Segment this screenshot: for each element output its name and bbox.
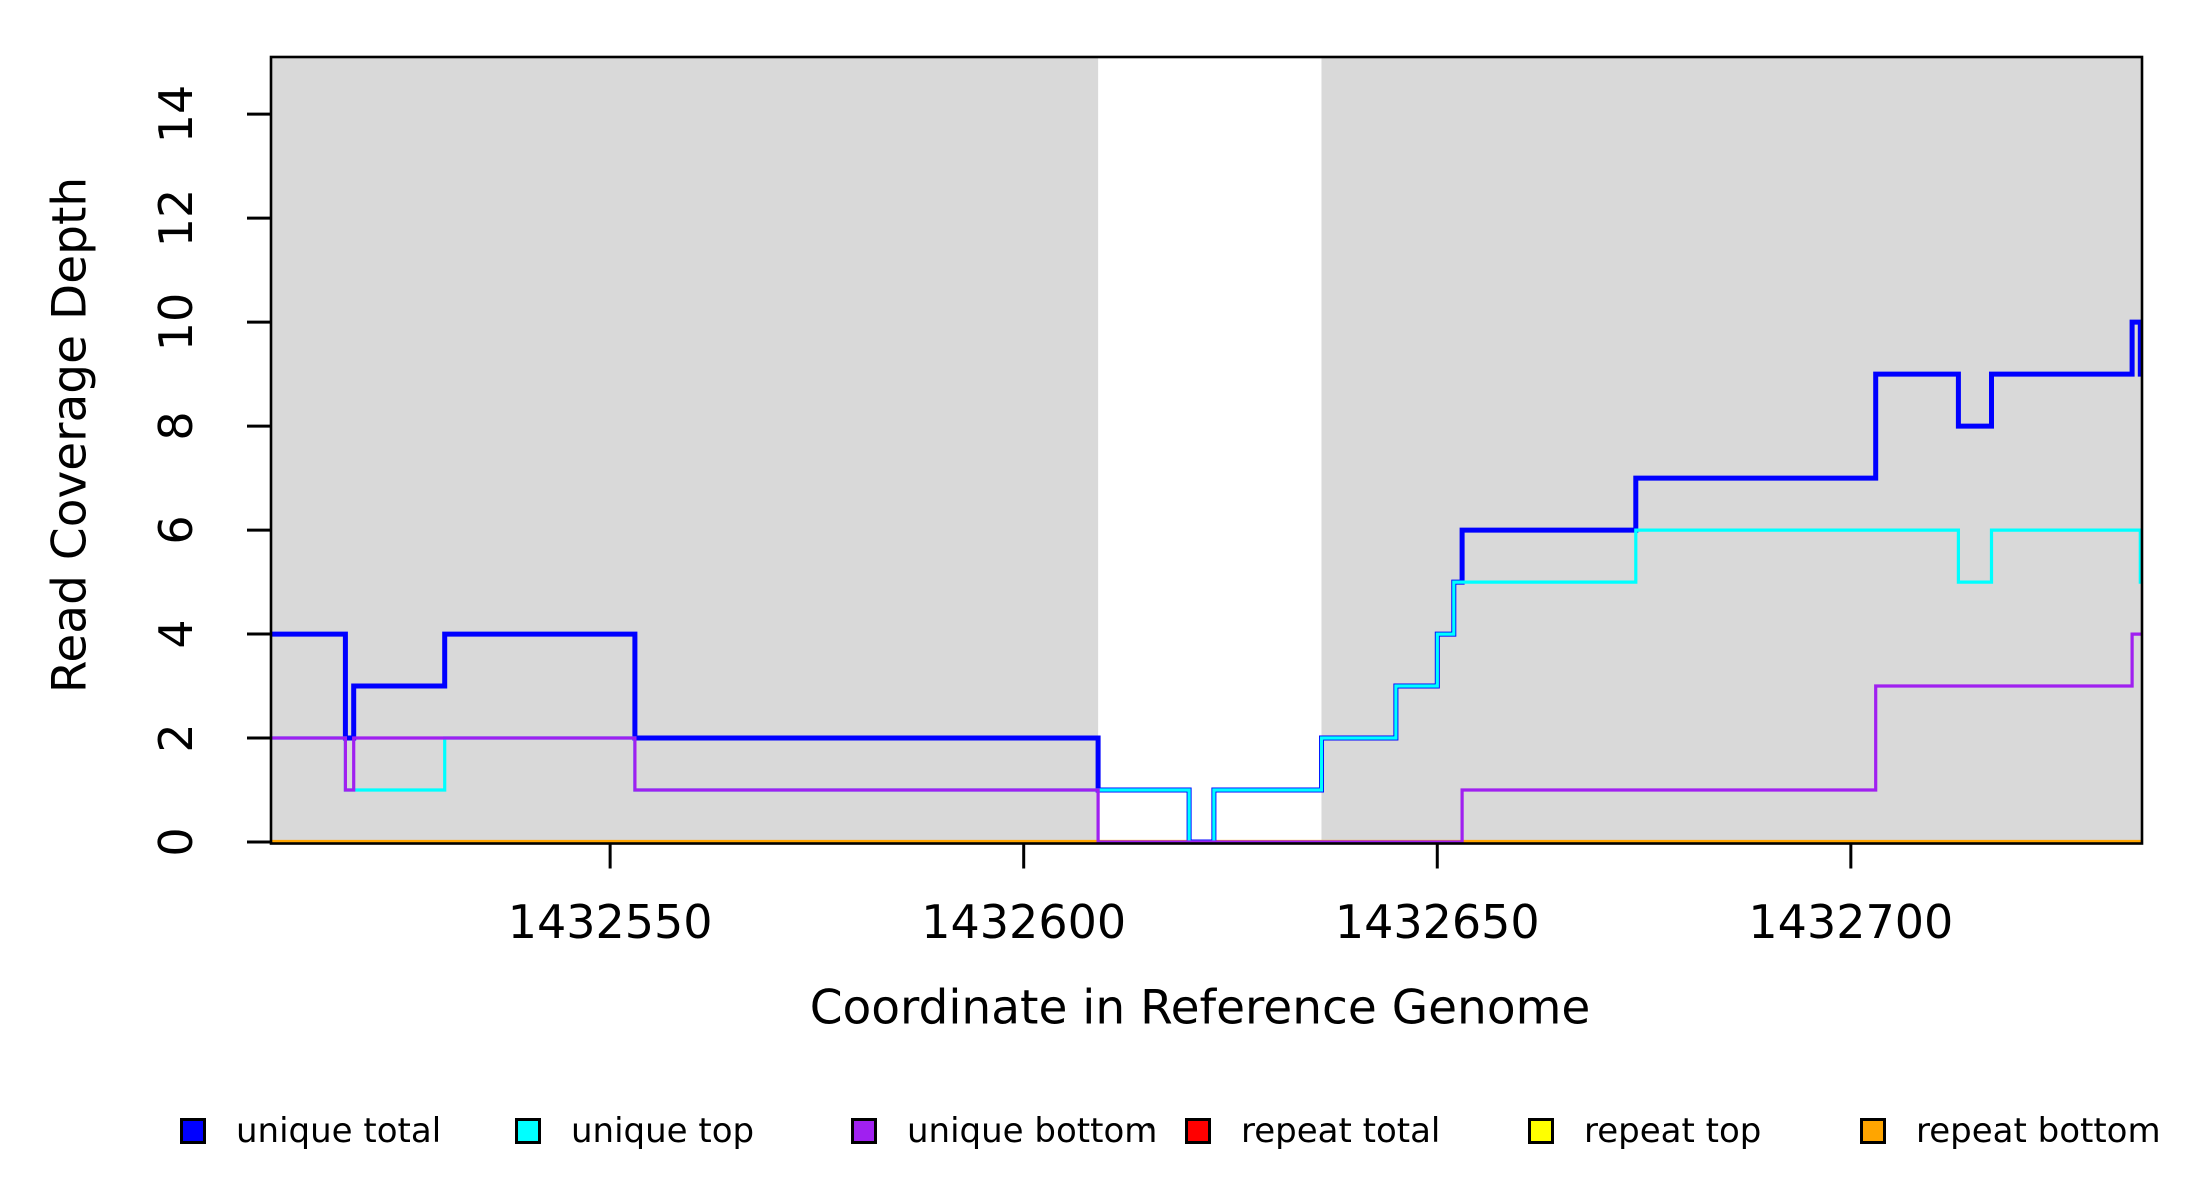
y-tick-label: 14 xyxy=(149,84,203,144)
shaded-region xyxy=(271,57,1099,844)
x-tick-label: 1432550 xyxy=(507,895,713,949)
series-line-unique-bottom xyxy=(271,632,2142,844)
y-axis-title: Read Coverage Depth xyxy=(42,176,98,694)
x-tick-label: 1432700 xyxy=(1748,895,1954,949)
y-tick-label: 4 xyxy=(149,619,203,649)
y-tick-label: 12 xyxy=(149,188,203,248)
plot-border xyxy=(269,55,2144,845)
y-tick-label: 8 xyxy=(149,411,203,441)
shaded-region xyxy=(1321,57,2142,844)
x-tick-label: 1432600 xyxy=(921,895,1127,949)
y-tick-label: 0 xyxy=(149,827,203,857)
x-axis-title: Coordinate in Reference Genome xyxy=(809,980,1591,1036)
y-tick-label: 6 xyxy=(149,515,203,545)
y-tick-label: 10 xyxy=(149,292,203,352)
y-tick-label: 2 xyxy=(149,723,203,753)
x-tick-label: 1432650 xyxy=(1334,895,1540,949)
stray-dot xyxy=(1147,1123,1153,1129)
